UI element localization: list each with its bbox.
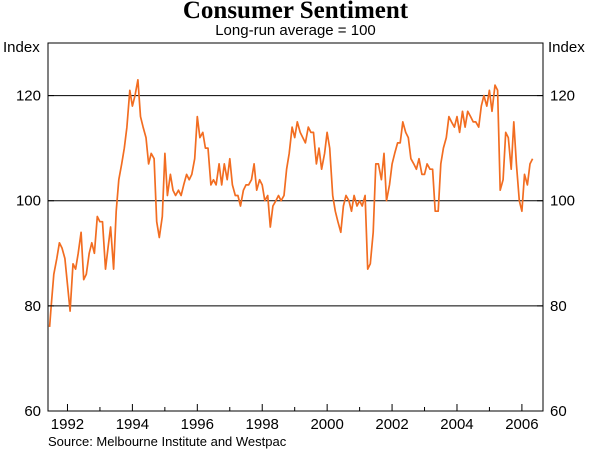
- y-tick-label-right-60: 60: [550, 403, 567, 420]
- x-tick-label-2002: 2002: [375, 416, 408, 433]
- x-tick-label-1998: 1998: [246, 416, 279, 433]
- y-tick-label-left-80: 80: [24, 298, 41, 315]
- y-tick-label-left-60: 60: [24, 403, 41, 420]
- x-tick-label-1996: 1996: [181, 416, 214, 433]
- x-tick-label-1992: 1992: [51, 416, 84, 433]
- y-tick-label-left-100: 100: [16, 193, 41, 210]
- x-tick-label-2004: 2004: [440, 416, 473, 433]
- plot-area: [47, 42, 544, 412]
- source-note: Source: Melbourne Institute and Westpac: [48, 434, 287, 449]
- x-tick-label-2000: 2000: [310, 416, 343, 433]
- x-tick-label-1994: 1994: [116, 416, 149, 433]
- y-tick-label-right-120: 120: [550, 88, 575, 105]
- y-axis-label-right: Index: [548, 39, 585, 56]
- x-tick-label-2006: 2006: [505, 416, 538, 433]
- chart-title: Consumer Sentiment: [182, 0, 409, 24]
- chart-subtitle: Long-run average = 100: [215, 22, 376, 39]
- y-tick-label-right-100: 100: [550, 193, 575, 210]
- y-tick-label-left-120: 120: [16, 88, 41, 105]
- series-line-0: [48, 78, 534, 327]
- y-axis-label-left: Index: [3, 39, 40, 56]
- y-tick-label-right-80: 80: [550, 298, 567, 315]
